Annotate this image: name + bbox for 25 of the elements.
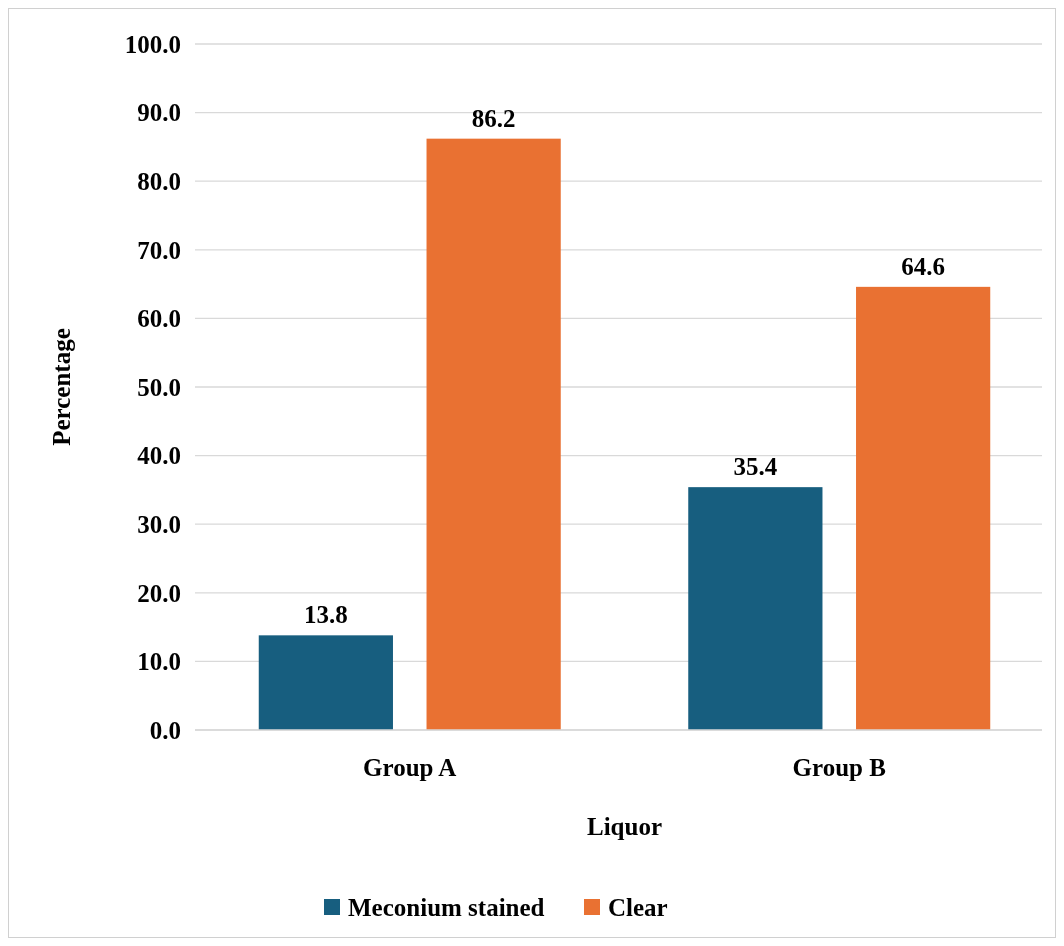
data-label: 64.6 bbox=[901, 252, 946, 280]
legend-label: Clear bbox=[608, 893, 668, 921]
legend-label: Meconium stained bbox=[348, 893, 545, 921]
y-tick-label: 80.0 bbox=[137, 167, 181, 195]
y-axis-title: Percentage bbox=[48, 328, 75, 446]
y-tick-label: 100.0 bbox=[124, 30, 181, 58]
y-tick-label: 70.0 bbox=[137, 236, 181, 264]
y-tick-label: 10.0 bbox=[137, 648, 181, 676]
bar bbox=[688, 487, 823, 730]
bar bbox=[426, 138, 561, 730]
y-tick-label: 60.0 bbox=[137, 305, 181, 333]
y-tick-label: 40.0 bbox=[137, 442, 181, 470]
y-tick-label: 90.0 bbox=[137, 99, 181, 127]
data-label: 35.4 bbox=[733, 453, 778, 481]
x-tick-label: Group A bbox=[363, 754, 457, 781]
y-tick-label: 20.0 bbox=[137, 579, 181, 607]
data-label: 13.8 bbox=[303, 601, 348, 629]
y-tick-label: 0.0 bbox=[149, 716, 181, 744]
bar bbox=[258, 635, 393, 730]
x-tick-label: Group B bbox=[792, 754, 886, 781]
bar bbox=[856, 286, 991, 730]
x-axis-title: Liquor bbox=[586, 813, 663, 840]
y-tick-label: 50.0 bbox=[137, 373, 181, 401]
data-label: 86.2 bbox=[471, 104, 516, 132]
y-tick-label: 30.0 bbox=[137, 510, 181, 538]
